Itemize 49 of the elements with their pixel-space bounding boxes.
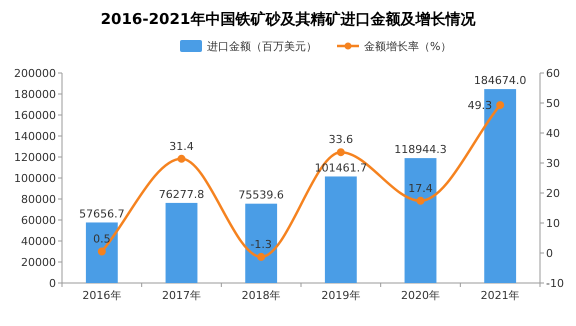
x-tick-label: 2021年 (480, 289, 520, 302)
point (416, 196, 424, 205)
data-label: 57656.7 (79, 207, 125, 220)
legend-label: 进口金额（百万美元） (207, 40, 317, 53)
y2-tick-label: 30 (546, 157, 560, 170)
point (98, 248, 106, 256)
y2-tick-label: 60 (546, 67, 560, 80)
x-tick-label: 2016年 (82, 289, 122, 302)
y2-tick-label: -10 (546, 277, 564, 290)
data-label: 17.4 (408, 182, 433, 195)
x-tick-label: 2017年 (162, 289, 201, 302)
bar (166, 202, 198, 283)
x-tick-label: 2018年 (242, 289, 281, 302)
y-tick-label: 100000 (14, 172, 56, 185)
x-tick-label: 2019年 (321, 289, 360, 302)
point (496, 101, 504, 110)
data-label: 75539.6 (238, 188, 284, 202)
y-tick-label: 40000 (21, 235, 56, 248)
bar (324, 176, 357, 283)
data-label: 31.4 (169, 140, 194, 153)
y-tick-label: 180000 (14, 88, 56, 101)
y2-tick-label: 0 (546, 247, 553, 260)
y2-tick-label: 50 (546, 97, 560, 110)
y-tick-label: 20000 (21, 256, 56, 269)
y2-tick-label: 10 (546, 217, 560, 230)
point (257, 252, 266, 261)
data-label: -1.3 (250, 238, 272, 251)
y-tick-label: 80000 (21, 193, 56, 206)
y2-tick-label: 20 (546, 187, 560, 200)
data-label: 118944.3 (394, 143, 447, 156)
bar (404, 158, 436, 283)
y-tick-label: 200000 (14, 67, 56, 80)
y2-tick-label: 40 (546, 127, 560, 140)
y-tick-label: 60000 (21, 214, 56, 227)
point (336, 148, 345, 156)
bar (245, 204, 278, 283)
point (178, 154, 186, 163)
chart-title: 2016-2021年中国铁矿砂及其精矿进口金额及增长情况 (100, 10, 476, 28)
data-label: 0.5 (93, 232, 111, 246)
legend-label: 金额增长率（%） (364, 40, 452, 53)
y-tick-label: 0 (49, 277, 56, 290)
y-tick-label: 120000 (14, 151, 56, 164)
bar (86, 222, 118, 283)
y-tick-label: 160000 (14, 109, 56, 122)
x-tick-label: 2020年 (401, 289, 440, 302)
data-label: 33.6 (328, 133, 354, 146)
data-label: 76277.8 (158, 188, 204, 201)
data-label: 184674.0 (474, 74, 526, 88)
y-tick-label: 140000 (14, 130, 56, 143)
